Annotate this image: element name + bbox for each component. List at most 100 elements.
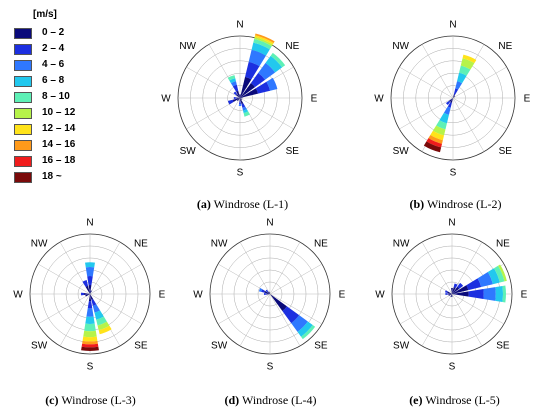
legend-label: 16 – 18: [42, 155, 76, 166]
rose-petal-segment: [82, 336, 98, 342]
direction-label: N: [449, 20, 456, 31]
direction-label: NE: [314, 239, 328, 250]
legend-swatch: [14, 156, 32, 167]
rose-petal-segment: [91, 299, 97, 306]
rose-petal-segment: [498, 264, 507, 282]
rose-petal-segment: [439, 112, 449, 124]
rose-petal-segment: [236, 90, 240, 98]
rose-petal-segment: [87, 276, 93, 286]
rose-petal-segment: [238, 104, 242, 107]
rose-petal-segment: [432, 125, 446, 136]
rose-petal-segment: [451, 288, 453, 294]
rose-petal-segment: [423, 141, 442, 153]
rose-petal-segment: [233, 91, 238, 96]
rose-petal-segment: [453, 88, 459, 95]
speed-legend: [m/s] 0 – 2 2 – 4 4 – 6 6 – 8 8 – 10 10 …: [0, 0, 120, 200]
rose-petal-segment: [90, 294, 94, 300]
rose-petal-segment: [86, 308, 94, 317]
direction-label: S: [449, 362, 456, 373]
rose-petal-segment: [98, 325, 112, 335]
direction-label: W: [193, 290, 203, 301]
direction-label: NW: [211, 239, 228, 250]
rose-petal-segment: [452, 286, 460, 294]
rose-grid-spoke: [89, 263, 143, 295]
rose-petal-segment: [250, 72, 266, 88]
caption-b: (b) Windrose (L-2): [393, 197, 518, 212]
direction-label: NE: [134, 239, 148, 250]
caption-e: (e) Windrose (L-5): [392, 393, 517, 408]
rose-petal-segment: [240, 97, 243, 99]
rose-petal-segment: [96, 316, 107, 326]
rose-petal-segment: [448, 98, 453, 103]
rose-petal-segment: [265, 289, 269, 293]
direction-label: SE: [496, 340, 510, 351]
rose-petal-segment: [268, 291, 270, 294]
direction-label: S: [237, 168, 244, 179]
direction-label: SE: [286, 146, 300, 157]
rose-petal-segment: [477, 272, 493, 287]
rose-grid-spoke: [451, 293, 505, 325]
caption-c: (c) Windrose (L-3): [28, 393, 153, 408]
caption-d: (d) Windrose (L-4): [208, 393, 333, 408]
rose-petal-segment: [87, 301, 93, 309]
rose-grid-spoke: [217, 293, 271, 325]
rose-petal-segment: [297, 321, 313, 337]
rose-grid-spoke: [239, 293, 271, 347]
rose-petal-segment: [455, 81, 463, 90]
rose-petal-segment: [447, 291, 452, 294]
caption-a: (a) Windrose (L-1): [180, 197, 305, 212]
rose-petal-segment: [240, 98, 243, 101]
rose-petal-segment: [230, 81, 237, 87]
windrose-a: N NE E SE S SW W NW: [161, 20, 317, 179]
rose-petal-segment: [444, 290, 448, 293]
legend-swatch: [14, 60, 32, 71]
rose-petal-segment: [266, 77, 278, 91]
rose-petal-segment: [88, 294, 92, 302]
rose-petal-segment: [255, 81, 271, 94]
rose-grid-spoke: [269, 263, 323, 295]
legend-label: 10 – 12: [42, 107, 76, 118]
direction-label: E: [521, 290, 528, 301]
rose-petal-segment: [255, 33, 275, 44]
direction-label: S: [267, 362, 274, 373]
rose-petal-segment: [502, 285, 506, 303]
direction-label: SW: [393, 340, 410, 351]
rose-petal-segment: [448, 294, 452, 296]
rose-petal-segment: [248, 49, 266, 67]
direction-label: SE: [499, 146, 513, 157]
direction-label: W: [375, 290, 385, 301]
rose-petal-segment: [235, 93, 240, 98]
rose-petal-segment: [267, 291, 270, 294]
rose-petal-segment: [445, 292, 448, 296]
rose-petal-segment: [487, 268, 500, 285]
rose-petal-segment: [240, 88, 259, 98]
legend-item: 12 – 14: [14, 123, 124, 136]
rose-petal-segment: [254, 35, 274, 45]
rose-petal-segment: [261, 289, 265, 293]
legend-label: 8 – 10: [42, 91, 70, 102]
rose-petal-segment: [291, 315, 308, 332]
legend-item: 18 ~: [14, 171, 124, 184]
rose-petal-segment: [447, 293, 452, 295]
rose-petal-segment: [462, 54, 477, 64]
legend-item: 16 – 18: [14, 155, 124, 168]
direction-label: E: [339, 290, 346, 301]
rose-petal-segment: [82, 340, 98, 345]
rose-petal-segment: [80, 292, 85, 296]
windrose-panel-a: N NE E SE S SW W NW: [160, 10, 320, 190]
legend-swatch: [14, 28, 32, 39]
rose-grid-spoke: [399, 293, 453, 325]
legend-label: 0 – 2: [42, 27, 65, 38]
rose-grid-spoke: [451, 293, 483, 347]
rose-petal-segment: [229, 78, 236, 84]
rose-petal-segment: [243, 111, 251, 117]
legend-item: 4 – 6: [14, 59, 124, 72]
rose-grid-spoke: [59, 293, 91, 347]
direction-label: NE: [498, 41, 512, 52]
rose-petal-segment: [81, 346, 99, 351]
rose-petal-segment: [452, 285, 469, 294]
direction-label: NW: [392, 41, 409, 52]
rose-petal-segment: [445, 100, 451, 106]
rose-petal-segment: [453, 95, 456, 98]
